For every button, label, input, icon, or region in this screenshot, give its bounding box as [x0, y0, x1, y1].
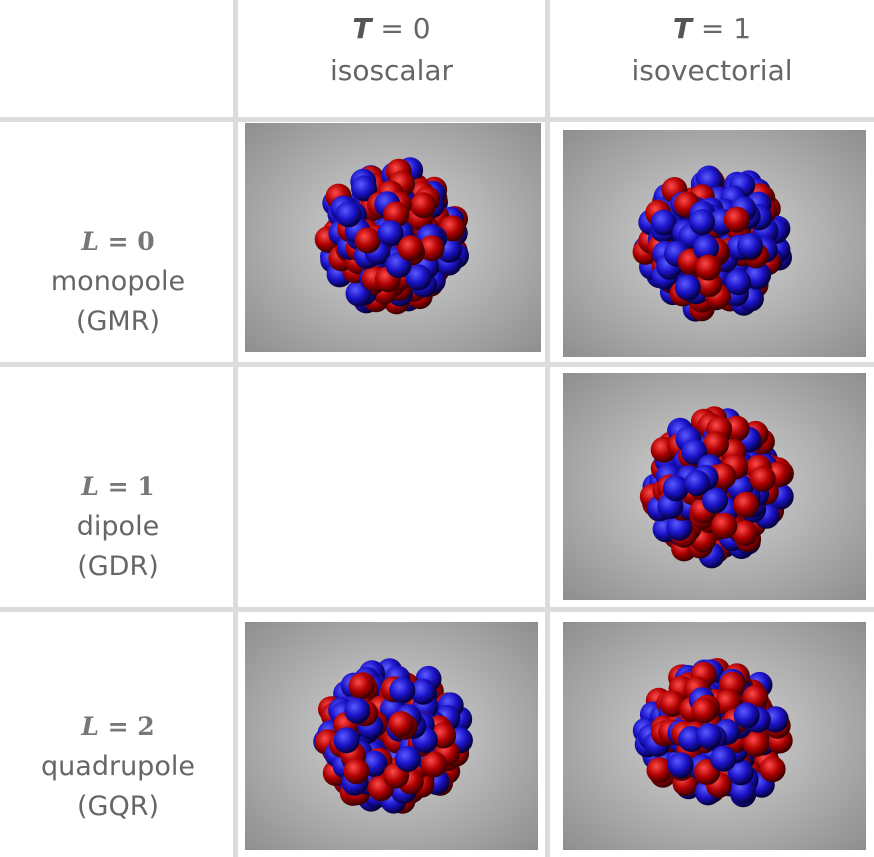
nucleon: [394, 745, 421, 772]
row-name: dipole: [76, 511, 160, 542]
nucleon: [662, 475, 689, 502]
nucleon: [749, 465, 776, 492]
nucleon: [388, 711, 415, 738]
row-header: L = 1 dipole (GDR): [0, 467, 236, 587]
nucleon: [335, 201, 362, 228]
row-rule: [0, 117, 874, 122]
nucleon: [732, 520, 758, 547]
nucleon: [344, 697, 371, 724]
nucleon: [421, 751, 447, 778]
nucleon: [405, 264, 432, 291]
nucleon: [711, 512, 738, 539]
nucleon: [723, 206, 750, 233]
column-header: T = 1 isovectorial: [550, 8, 874, 92]
column-rule: [233, 0, 238, 857]
nucleon: [695, 254, 722, 281]
nucleon: [377, 220, 404, 247]
nucleon: [659, 690, 686, 717]
value: = 0: [107, 227, 155, 256]
symbol: L: [81, 227, 99, 256]
nucleon: [702, 431, 729, 458]
column-name: isoscalar: [329, 54, 454, 87]
symbol: L: [81, 472, 99, 501]
nucleon: [343, 758, 370, 785]
value: = 0: [380, 12, 431, 45]
row-name: quadrupole: [41, 751, 195, 782]
nucleon: [733, 702, 760, 729]
value: = 1: [107, 472, 155, 501]
nucleon: [397, 235, 424, 262]
nucleon: [710, 745, 737, 772]
nucleon: [733, 491, 760, 518]
value: = 2: [107, 712, 155, 741]
nucleon: [702, 487, 729, 514]
row-name: monopole: [50, 266, 186, 297]
nucleon: [684, 470, 711, 497]
nucleus-image: [563, 373, 866, 600]
nucleon: [737, 233, 764, 259]
nucleon: [689, 209, 716, 236]
nucleus-image: [245, 622, 538, 850]
nucleus-image: [563, 622, 866, 850]
row-header: L = 2 quadrupole (GQR): [0, 707, 236, 827]
nucleon: [743, 730, 770, 757]
symbol: T: [352, 12, 372, 45]
symbol: T: [672, 12, 692, 45]
nucleon: [727, 759, 754, 786]
nucleon: [725, 269, 752, 296]
row-abbreviation: (GDR): [77, 551, 159, 582]
row-abbreviation: (GQR): [76, 791, 159, 822]
nucleon: [695, 723, 722, 750]
nucleon: [333, 727, 360, 754]
value: = 1: [700, 12, 752, 45]
nucleus-image: [245, 123, 541, 352]
row-rule: [0, 362, 874, 367]
nucleon: [410, 192, 437, 219]
nucleon: [348, 673, 375, 700]
row-rule: [0, 607, 874, 612]
nucleon: [646, 757, 673, 784]
nucleon: [650, 209, 677, 236]
nucleon: [389, 677, 416, 704]
row-abbreviation: (GMR): [75, 306, 161, 337]
row-header: L = 0 monopole (GMR): [0, 222, 236, 342]
nucleon: [410, 678, 436, 705]
column-header: T = 0 isoscalar: [238, 8, 545, 92]
nucleon: [674, 274, 701, 301]
nucleon: [759, 756, 786, 783]
symbol: L: [81, 712, 99, 741]
nucleon: [691, 697, 718, 724]
nucleon: [418, 235, 445, 262]
column-name: isovectorial: [631, 54, 793, 87]
nucleon: [351, 175, 377, 202]
nucleon: [693, 234, 720, 261]
nucleon: [354, 227, 381, 254]
nucleon: [667, 752, 694, 779]
nucleon: [666, 514, 693, 541]
nucleus-image: [563, 130, 866, 357]
column-rule: [545, 0, 550, 857]
